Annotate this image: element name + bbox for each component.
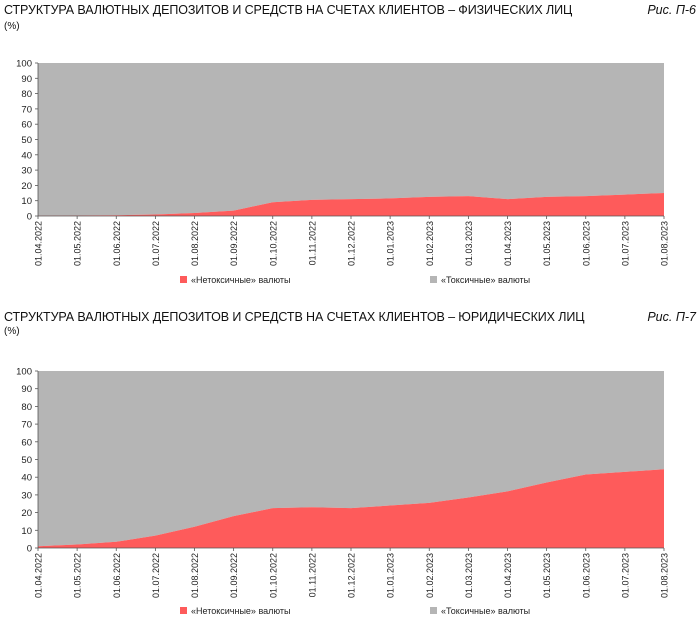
x-tick-label: 01.08.2023 — [660, 553, 670, 598]
x-tick-label: 01.06.2023 — [581, 553, 591, 598]
x-tick-label: 01.08.2022 — [190, 221, 200, 266]
x-tick-label: 01.07.2023 — [620, 553, 630, 598]
x-tick-label: 01.04.2023 — [503, 553, 513, 598]
y-tick-label: 10 — [21, 196, 32, 207]
x-tick-label: 01.06.2022 — [112, 221, 122, 266]
unit-label: (%) — [4, 21, 20, 32]
x-tick-label: 01.09.2022 — [229, 553, 239, 598]
y-tick-label: 90 — [21, 74, 32, 85]
figure-label: Рис. П-6 — [647, 3, 696, 17]
y-tick-label: 80 — [21, 89, 32, 100]
y-tick-label: 90 — [21, 384, 32, 395]
y-tick-label: 70 — [21, 104, 32, 115]
x-tick-label: 01.04.2023 — [503, 221, 513, 266]
x-tick-label: 01.12.2022 — [347, 553, 357, 598]
x-tick-label: 01.04.2022 — [34, 553, 44, 598]
area-chart-individuals: 0 10 20 30 40 50 60 70 80 90 100 01.04.2022 01.05.20… — [16, 59, 670, 286]
y-tick-label: 40 — [21, 473, 32, 484]
x-tick-label: 01.07.2022 — [151, 221, 161, 266]
area-non-toxic-currencies — [38, 469, 664, 548]
chart-title: СТРУКТУРА ВАЛЮТНЫХ ДЕПОЗИТОВ И СРЕДСТВ Н… — [4, 310, 585, 324]
x-tick-label: 01.04.2022 — [34, 221, 44, 266]
x-tick-label: 01.10.2022 — [268, 221, 278, 266]
x-tick-label: 01.05.2022 — [73, 553, 83, 598]
legend-non-toxic-label: «Нетоксичные» валюты — [191, 275, 291, 285]
x-tick-label: 01.06.2022 — [112, 553, 122, 598]
x-tick-label: 01.07.2022 — [151, 553, 161, 598]
y-tick-label: 70 — [21, 420, 32, 431]
y-tick-label: 10 — [21, 526, 32, 537]
figure-label: Рис. П-7 — [647, 310, 696, 324]
y-tick-label: 50 — [21, 135, 32, 146]
chart-title: СТРУКТУРА ВАЛЮТНЫХ ДЕПОЗИТОВ И СРЕДСТВ Н… — [4, 3, 573, 17]
y-tick-label: 50 — [21, 455, 32, 466]
x-tick-label: 01.06.2023 — [581, 221, 591, 266]
x-tick-label: 01.05.2023 — [542, 221, 552, 266]
x-tick-label: 01.08.2022 — [190, 553, 200, 598]
area-toxic-currencies — [38, 63, 664, 216]
y-tick-label: 60 — [21, 437, 32, 448]
area-non-toxic-currencies — [38, 193, 664, 216]
legend-toxic-label: «Токсичные» валюты — [441, 275, 530, 285]
x-tick-label: 01.12.2022 — [347, 221, 357, 266]
x-tick-label: 01.10.2022 — [268, 553, 278, 598]
legend-toxic-swatch — [430, 607, 437, 614]
unit-label: (%) — [4, 326, 20, 337]
legend-non-toxic-swatch — [180, 607, 187, 614]
y-tick-label: 80 — [21, 402, 32, 413]
x-tick-label: 01.01.2023 — [386, 553, 396, 598]
x-tick-label: 01.05.2022 — [73, 221, 83, 266]
x-tick-label: 01.08.2023 — [660, 221, 670, 266]
x-tick-label: 01.11.2022 — [307, 221, 317, 265]
y-tick-label: 30 — [21, 490, 32, 501]
x-tick-label: 01.03.2023 — [464, 553, 474, 598]
x-tick-label: 01.11.2022 — [307, 553, 317, 597]
y-tick-label: 100 — [16, 367, 32, 378]
y-tick-label: 60 — [21, 120, 32, 131]
y-tick-label: 0 — [27, 212, 32, 223]
legend-non-toxic-label: «Нетоксичные» валюты — [191, 606, 291, 616]
x-tick-label: 01.03.2023 — [464, 221, 474, 266]
legend-toxic-swatch — [430, 276, 437, 283]
y-tick-label: 30 — [21, 166, 32, 177]
y-tick-label: 20 — [21, 508, 32, 519]
legend-toxic-label: «Токсичные» валюты — [441, 606, 530, 616]
x-tick-label: 01.07.2023 — [620, 221, 630, 266]
x-tick-label: 01.01.2023 — [386, 221, 396, 266]
area-toxic-currencies — [38, 371, 664, 547]
y-tick-label: 100 — [16, 59, 32, 70]
legend-non-toxic-swatch — [180, 276, 187, 283]
x-tick-label: 01.09.2022 — [229, 221, 239, 266]
x-tick-label: 01.02.2023 — [425, 553, 435, 598]
y-tick-label: 40 — [21, 150, 32, 161]
x-tick-label: 01.02.2023 — [425, 221, 435, 266]
y-tick-label: 0 — [27, 544, 32, 555]
y-tick-label: 20 — [21, 181, 32, 192]
x-tick-label: 01.05.2023 — [542, 553, 552, 598]
